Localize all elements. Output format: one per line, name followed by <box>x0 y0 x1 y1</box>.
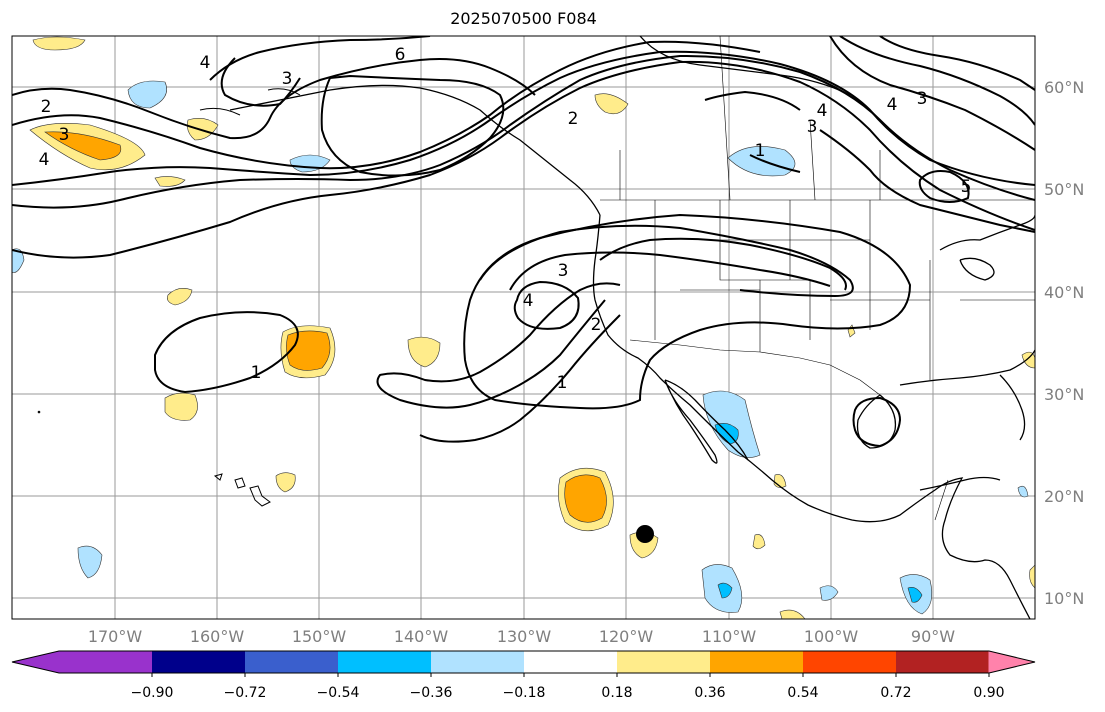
colorbar-tick-label: −0.90 <box>131 685 174 701</box>
colorbar-segment <box>803 651 897 673</box>
colorbar-tick-label: 0.36 <box>694 685 725 701</box>
colorbar-segment <box>152 651 246 673</box>
anomaly-blob <box>275 472 296 493</box>
anomaly-blob <box>127 80 167 109</box>
lon-label: 160°W <box>190 627 245 646</box>
anomaly-blob <box>717 582 733 599</box>
contour-label: 4 <box>887 95 898 115</box>
islands <box>37 88 301 507</box>
colorbar: −0.90 −0.72 −0.54 −0.36 −0.18 0.18 0.36 0.54 0.7… <box>11 650 1036 701</box>
colorbar-segment <box>617 651 711 673</box>
anomaly-blob <box>752 534 766 550</box>
colorbar-segment <box>431 651 525 673</box>
lon-label: 110°W <box>702 627 757 646</box>
colorbar-tick-label: 0.54 <box>787 685 818 701</box>
contour-label: 4 <box>523 291 534 311</box>
anomaly-blob <box>154 176 186 187</box>
colorbar-segment <box>245 651 339 673</box>
contour-label: 2 <box>568 109 579 129</box>
map-frame <box>11 35 1036 620</box>
anomaly-blob <box>819 585 839 601</box>
longitude-labels: 170°W 160°W 150°W 140°W 130°W 120°W 110°… <box>88 627 955 646</box>
anomaly-blob <box>1029 564 1035 589</box>
anomaly-blob <box>907 587 923 603</box>
lat-label: 60°N <box>1044 78 1084 97</box>
lon-label: 140°W <box>394 627 449 646</box>
anomaly-blob <box>44 131 122 161</box>
lon-label: 100°W <box>804 627 859 646</box>
anomaly-blob <box>77 545 103 579</box>
contour-label: 1 <box>251 363 262 383</box>
lat-label: 20°N <box>1044 487 1084 506</box>
contour-label: 2 <box>591 315 602 335</box>
colorbar-tick-label: −0.18 <box>503 685 546 701</box>
colorbar-segment <box>710 651 804 673</box>
contour-label: 3 <box>59 125 70 145</box>
contour-label: 3 <box>807 117 818 137</box>
anomaly-blob <box>164 392 198 421</box>
colorbar-segment <box>12 651 152 673</box>
map-title: 2025070500 F084 <box>450 9 597 28</box>
colorbar-segment <box>524 651 618 673</box>
contour-label: 5 <box>961 177 972 197</box>
anomaly-blob <box>167 288 193 306</box>
anomaly-blob <box>32 36 86 51</box>
contour-lines <box>12 36 1035 448</box>
contour-label: 4 <box>200 53 211 73</box>
map-panel: 2 3 4 3 4 6 2 4 3 4 3 5 3 4 2 1 1 1 <box>12 36 1035 619</box>
colorbar-segment <box>896 651 990 673</box>
anomaly-blob <box>187 118 219 141</box>
gridlines <box>12 36 1035 619</box>
anomaly-blob <box>564 474 607 523</box>
lat-label: 30°N <box>1044 385 1084 404</box>
contour-label: 3 <box>558 261 569 281</box>
colorbar-segment <box>338 651 432 673</box>
lon-label: 170°W <box>88 627 143 646</box>
colorbar-tick-label: −0.36 <box>410 685 453 701</box>
lon-label: 120°W <box>599 627 654 646</box>
colorbar-tick-label: −0.72 <box>224 685 267 701</box>
colorbar-tick-label: 0.18 <box>601 685 632 701</box>
contour-label: 1 <box>755 141 766 161</box>
colorbar-tick-label: −0.54 <box>317 685 360 701</box>
anomaly-blob <box>702 390 761 458</box>
anomaly-blob <box>594 93 629 115</box>
contour-label: 1 <box>557 373 568 393</box>
coastlines <box>229 36 1035 619</box>
lat-label: 10°N <box>1044 589 1084 608</box>
colorbar-tick-label: 0.72 <box>880 685 911 701</box>
storm-center-marker <box>636 525 654 543</box>
contour-label: 6 <box>395 45 406 65</box>
anomaly-blob <box>1017 485 1029 498</box>
lon-label: 130°W <box>497 627 552 646</box>
anomaly-blob <box>407 336 441 368</box>
contour-label: 4 <box>39 150 50 170</box>
latitude-labels: 60°N 50°N 40°N 30°N 20°N 10°N <box>1044 78 1084 608</box>
lat-label: 50°N <box>1044 180 1084 199</box>
contour-labels: 2 3 4 3 4 6 2 4 3 4 3 5 3 4 2 1 1 1 <box>39 45 972 393</box>
political-boundaries <box>600 36 1035 521</box>
colorbar-tick-label: 0.90 <box>973 685 1004 701</box>
contour-label: 3 <box>917 89 928 109</box>
lon-label: 90°W <box>911 627 955 646</box>
contour-label: 3 <box>282 69 293 89</box>
contour-label: 4 <box>817 101 828 121</box>
lon-label: 150°W <box>292 627 347 646</box>
lat-label: 40°N <box>1044 283 1084 302</box>
contour-label: 2 <box>41 97 52 117</box>
anomaly-blob <box>779 609 806 619</box>
colorbar-segment <box>988 651 1035 673</box>
colorbar-outline <box>11 650 1036 674</box>
anomaly-blob <box>286 330 331 371</box>
anomaly-blob <box>12 248 25 273</box>
